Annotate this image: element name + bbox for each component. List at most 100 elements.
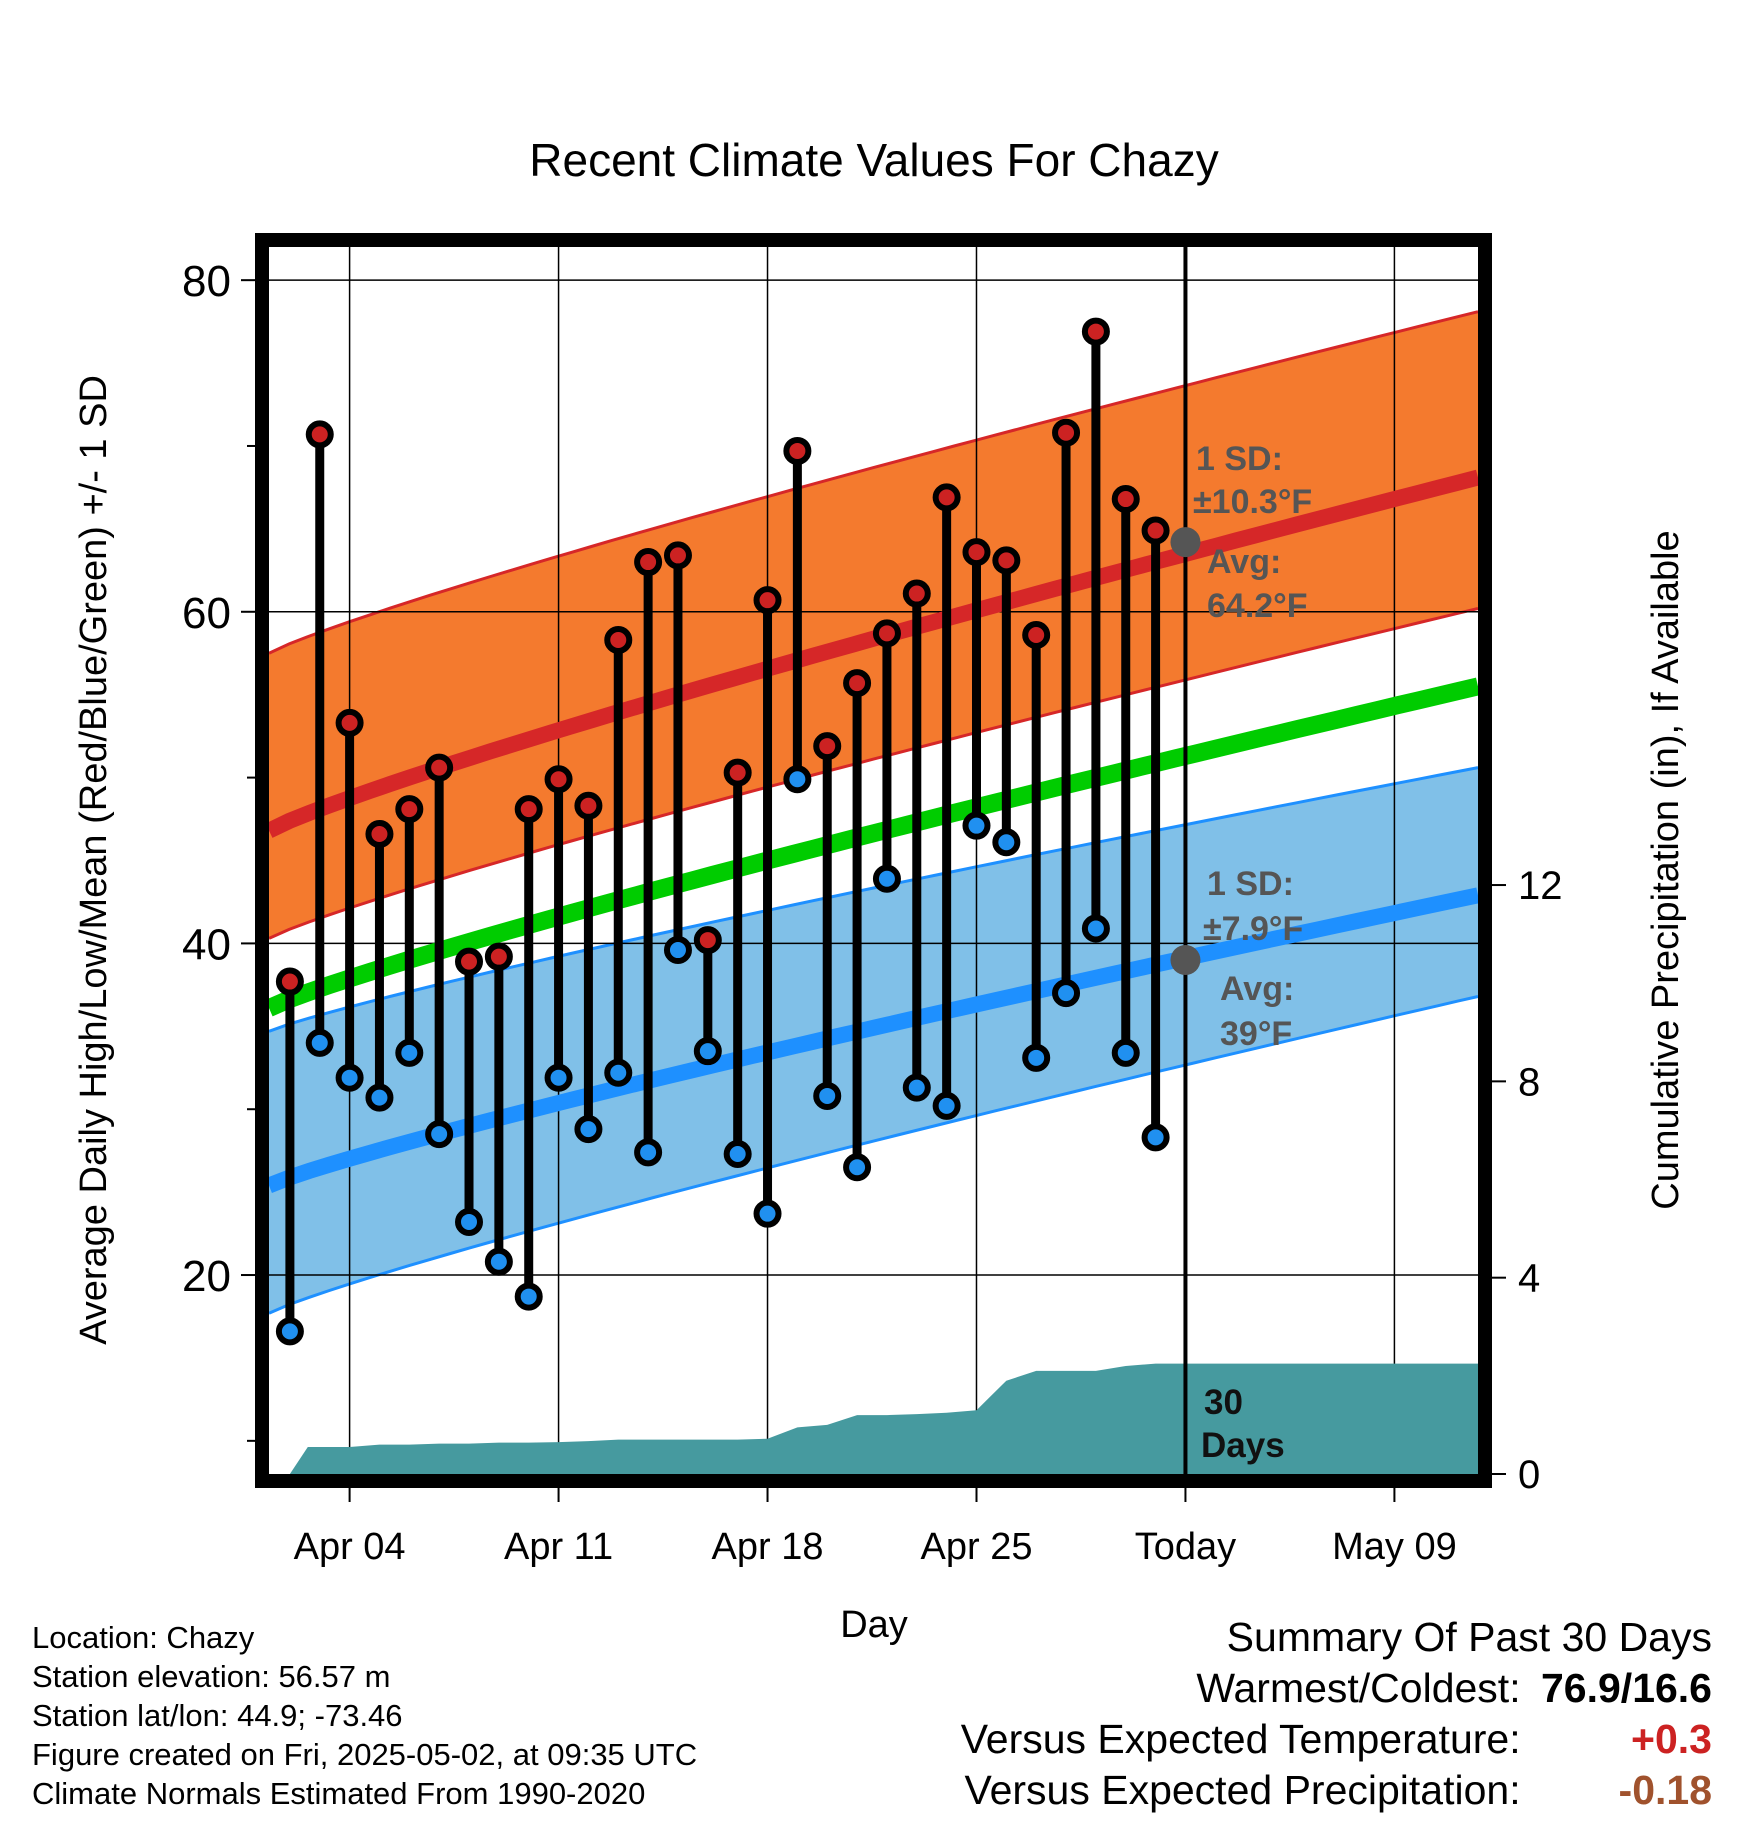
high-point xyxy=(813,732,842,761)
high-point xyxy=(275,967,304,996)
high-point xyxy=(455,947,484,976)
low-point xyxy=(544,1063,573,1092)
high-sd-band-lower-edge xyxy=(268,607,1479,940)
high-point xyxy=(902,579,931,608)
summary-precip: Versus Expected Precipitation: -0.18 xyxy=(961,1765,1713,1816)
low-point xyxy=(484,1247,513,1276)
low-point xyxy=(1081,914,1110,943)
low-point xyxy=(455,1207,484,1236)
chart-title: Recent Climate Values For Chazy xyxy=(529,134,1218,186)
high-sd-value: ±10.3°F xyxy=(1193,483,1312,521)
high-point xyxy=(992,546,1021,575)
low-point xyxy=(693,1037,722,1066)
x-tick-label: Apr 04 xyxy=(294,1526,406,1568)
low-point xyxy=(514,1282,543,1311)
high-point xyxy=(335,708,364,737)
high-point xyxy=(1141,516,1170,545)
low-point xyxy=(902,1073,931,1102)
high-avg-line xyxy=(265,469,1480,838)
y-axis-label-left: Average Daily High/Low/Mean (Red/Blue/Gr… xyxy=(73,375,115,1345)
low-point xyxy=(872,864,901,893)
low-point xyxy=(663,936,692,965)
low-point xyxy=(783,765,812,794)
low-point xyxy=(305,1028,334,1057)
low-point xyxy=(843,1153,872,1182)
low-sd-value: ±7.9°F xyxy=(1203,910,1303,948)
summary-heading: Summary Of Past 30 Days xyxy=(1226,1614,1712,1660)
warm-cold-label: Warmest/Coldest: xyxy=(1196,1665,1521,1711)
high-point xyxy=(574,791,603,820)
station-info: Location: Chazy Station elevation: 56.57… xyxy=(32,1618,697,1813)
low-point xyxy=(723,1139,752,1168)
high-sd-label: 1 SD: xyxy=(1196,440,1283,478)
high-point xyxy=(962,538,991,567)
station-latlon: Station lat/lon: 44.9; -73.46 xyxy=(32,1698,403,1733)
y-tick-label: 80 xyxy=(182,257,231,306)
high-sd-band-upper-edge xyxy=(268,310,1479,655)
low-avg-value: 39°F xyxy=(1220,1015,1292,1053)
high-point xyxy=(604,625,633,654)
x-tick-label: Today xyxy=(1135,1526,1236,1568)
high-point xyxy=(872,619,901,648)
x-tick-label: Apr 18 xyxy=(712,1526,824,1568)
low-point xyxy=(395,1038,424,1067)
low-avg-label: Avg: xyxy=(1220,970,1294,1008)
low-avg-marker xyxy=(1170,944,1201,975)
cumulative-precip-area xyxy=(269,1363,1478,1474)
warm-cold-value: 76.9/16.6 xyxy=(1541,1665,1712,1711)
summary-temp: Versus Expected Temperature: +0.3 xyxy=(961,1714,1712,1765)
summary-panel: Summary Of Past 30 Days Warmest/Coldest:… xyxy=(961,1612,1712,1816)
high-point xyxy=(634,548,663,577)
high-point xyxy=(723,758,752,787)
high-avg-label: Avg: xyxy=(1207,543,1281,581)
x-axis-label: Day xyxy=(840,1604,908,1646)
low-point xyxy=(992,828,1021,857)
normal-bands xyxy=(268,310,1479,1315)
high-point xyxy=(484,942,513,971)
low-point xyxy=(1111,1038,1140,1067)
y-tick-label: 60 xyxy=(182,589,231,638)
high-point xyxy=(932,483,961,512)
precip-value: -0.18 xyxy=(1618,1767,1712,1813)
high-point xyxy=(514,795,543,824)
annotations: 1 SD: ±10.3°F Avg: 64.2°F 1 SD: ±7.9°F Avg: 39°… xyxy=(1170,440,1312,1465)
low-sd-band-lower-edge xyxy=(268,995,1479,1315)
high-point xyxy=(1111,485,1140,514)
low-sd-band xyxy=(269,767,1478,1314)
daily-observations xyxy=(275,317,1170,1346)
high-point xyxy=(365,819,394,848)
low-point xyxy=(753,1199,782,1228)
window-days-label: Days xyxy=(1201,1426,1285,1465)
precipitation-area xyxy=(269,1363,1478,1474)
y-right-tick-label: 0 xyxy=(1518,1453,1540,1497)
high-point xyxy=(395,795,424,824)
temp-label: Versus Expected Temperature: xyxy=(960,1716,1521,1762)
low-point xyxy=(1022,1043,1051,1072)
mean-avg-line xyxy=(265,677,1481,1017)
low-point xyxy=(365,1083,394,1112)
high-point xyxy=(753,586,782,615)
high-point xyxy=(693,926,722,955)
low-point xyxy=(1141,1123,1170,1152)
low-point xyxy=(932,1091,961,1120)
high-point xyxy=(544,765,573,794)
x-tick-label: Apr 11 xyxy=(504,1526,613,1568)
x-tick-label: May 09 xyxy=(1332,1526,1457,1568)
low-point xyxy=(1052,979,1081,1008)
low-point xyxy=(425,1120,454,1149)
station-location: Location: Chazy xyxy=(32,1620,255,1655)
high-point xyxy=(783,436,812,465)
window-days-number: 30 xyxy=(1204,1383,1243,1422)
y-right-tick-label: 8 xyxy=(1518,1060,1540,1104)
high-point xyxy=(1052,418,1081,447)
low-point xyxy=(962,811,991,840)
y-tick-label: 20 xyxy=(182,1252,231,1301)
low-point xyxy=(634,1138,663,1167)
figure-created: Figure created on Fri, 2025-05-02, at 09… xyxy=(32,1737,698,1772)
y-tick-label: 40 xyxy=(182,920,231,969)
high-point xyxy=(663,541,692,570)
high-point xyxy=(425,753,454,782)
low-sd-label: 1 SD: xyxy=(1207,865,1294,903)
high-point xyxy=(1081,317,1110,346)
